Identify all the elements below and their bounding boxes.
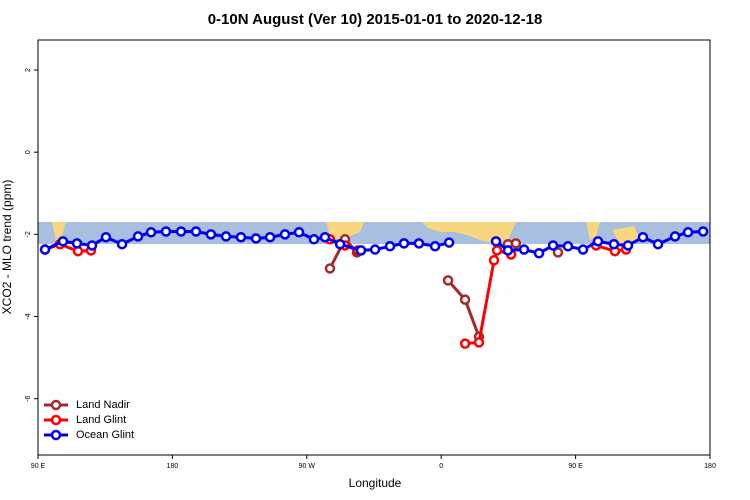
point [116, 238, 128, 250]
point [459, 294, 471, 305]
point [502, 245, 514, 256]
point [175, 226, 187, 237]
point [132, 231, 144, 242]
legend-label: Land Glint [76, 414, 126, 426]
point [652, 238, 664, 250]
legend-label: Land Nadir [76, 399, 130, 411]
point [608, 238, 620, 250]
point [442, 275, 454, 286]
y-tick-label: -4 [25, 313, 32, 319]
point [669, 231, 681, 242]
y-tick-label: 0 [25, 150, 32, 154]
legend-marker [50, 429, 62, 441]
point [592, 236, 604, 247]
point [293, 227, 305, 238]
x-tick-label: 180 [704, 463, 716, 470]
point [319, 231, 331, 243]
x-tick-label: 90 W [299, 463, 316, 470]
point [324, 263, 336, 274]
y-tick-label: -6 [25, 395, 32, 401]
legend-marker [50, 414, 62, 426]
point [279, 229, 291, 240]
point [682, 227, 694, 238]
point [57, 236, 69, 247]
x-tick-label: 90 E [568, 463, 583, 470]
point [39, 244, 51, 255]
point [552, 247, 564, 258]
point [459, 338, 471, 349]
point [190, 226, 202, 237]
point [413, 238, 425, 249]
y-axis-label: XCO2 - MLO trend (ppm) [0, 180, 14, 315]
point [160, 226, 172, 237]
chart-title: 0-10N August (Ver 10) 2015-01-01 to 2020… [208, 11, 543, 28]
point [205, 229, 217, 240]
point [697, 226, 709, 237]
y-tick-label: 2 [25, 68, 32, 72]
point [145, 227, 157, 238]
point [473, 337, 485, 348]
x-tick-label: 90 E [31, 463, 46, 470]
point [637, 231, 649, 243]
point [398, 238, 410, 249]
point [488, 254, 500, 266]
point [250, 233, 262, 244]
point [308, 234, 320, 245]
point [518, 244, 530, 255]
x-tick-label: 180 [167, 463, 179, 470]
point [334, 238, 346, 250]
point [562, 241, 574, 252]
point [443, 237, 455, 248]
point [100, 231, 112, 243]
point [490, 236, 502, 247]
x-axis-label: Longitude [349, 476, 402, 490]
x-tick-label: 0 [439, 463, 443, 470]
point [86, 240, 98, 251]
point [622, 240, 634, 251]
point [264, 231, 276, 243]
point [71, 238, 83, 249]
point [369, 244, 381, 255]
point [533, 248, 545, 259]
point [547, 240, 559, 251]
plot-frame [37, 39, 711, 456]
point [355, 245, 367, 256]
point [510, 238, 522, 249]
legend-marker [50, 399, 62, 411]
legend-label: Ocean Glint [76, 429, 134, 441]
point [220, 231, 232, 242]
y-tick-label: -2 [25, 231, 32, 237]
point [235, 231, 247, 243]
point [384, 241, 396, 252]
point [491, 245, 503, 256]
point [577, 244, 589, 255]
point [429, 241, 441, 252]
